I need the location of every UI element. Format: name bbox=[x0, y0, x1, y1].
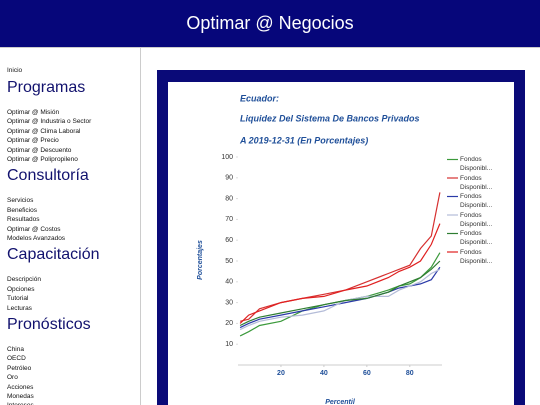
nav-link[interactable]: Resultados bbox=[7, 216, 40, 224]
nav-link[interactable]: Tutorial bbox=[7, 295, 29, 303]
y-tick-label: 20 bbox=[225, 320, 233, 327]
section-heading: Consultoría bbox=[7, 167, 89, 185]
x-tick-label: 80 bbox=[406, 370, 414, 377]
nav-link[interactable]: Optimar @ Polipropileno bbox=[7, 156, 78, 163]
legend-label: Fondos Disponibl... bbox=[460, 230, 493, 246]
x-tick-label: 20 bbox=[277, 370, 285, 377]
series-line bbox=[239, 268, 441, 331]
y-tick-label: 10 bbox=[225, 341, 233, 348]
x-tick-label: 60 bbox=[363, 370, 371, 377]
legend-label: Fondos Disponibl... bbox=[460, 193, 493, 209]
y-axis-label: Porcentajes bbox=[197, 240, 204, 280]
chart-title: A 2019-12-31 (En Porcentajes) bbox=[239, 135, 368, 145]
section-heading: Pronósticos bbox=[7, 316, 91, 333]
y-tick-label: 40 bbox=[225, 279, 233, 286]
nav-link[interactable]: Optimar @ Precio bbox=[7, 137, 59, 145]
sidebar: Inicio Programas Optimar @ Misión Optimar @… bbox=[0, 48, 141, 405]
series-line bbox=[239, 223, 441, 324]
home-link[interactable]: Inicio bbox=[7, 67, 23, 74]
nav-link[interactable]: Optimar @ Descuento bbox=[7, 146, 72, 154]
nav-link[interactable]: Petróleo bbox=[7, 364, 32, 372]
nav-link[interactable]: Optimar @ Industria o Sector bbox=[7, 118, 92, 126]
section-heading: Programas bbox=[7, 79, 86, 96]
chart-panel: Ecuador: Liquidez Del Sistema De Bancos P… bbox=[168, 82, 514, 405]
nav-link[interactable]: Oro bbox=[7, 374, 18, 382]
nav-link[interactable]: Beneficios bbox=[7, 206, 37, 214]
y-tick-label: 30 bbox=[225, 299, 233, 306]
nav-link[interactable]: Lecturas bbox=[7, 304, 32, 312]
chart: Ecuador: Liquidez Del Sistema De Bancos P… bbox=[197, 93, 458, 405]
nav-link[interactable]: Optimar @ Costos bbox=[7, 225, 61, 233]
series-line bbox=[239, 260, 441, 327]
series-line bbox=[239, 266, 441, 329]
nav-link[interactable]: OECD bbox=[7, 355, 26, 363]
chart-title: Ecuador: bbox=[240, 93, 279, 103]
section-heading: Capacitación bbox=[7, 246, 100, 264]
nav-link[interactable]: China bbox=[7, 346, 24, 353]
nav-link[interactable]: Acciones bbox=[7, 383, 34, 391]
legend-label: Fondos Disponibl... bbox=[460, 211, 493, 228]
y-tick-label: 90 bbox=[225, 175, 233, 182]
y-tick-label: 70 bbox=[225, 216, 233, 223]
y-tick-label: 60 bbox=[225, 237, 233, 244]
nav-link[interactable]: Modelos Avanzados bbox=[7, 235, 66, 242]
x-axis-label: Percentil bbox=[325, 399, 356, 405]
chart-title: Liquidez Del Sistema De Bancos Privados bbox=[240, 113, 420, 123]
legend-label: Fondos Disponibl... bbox=[460, 248, 493, 265]
nav-link[interactable]: Monedas bbox=[7, 393, 34, 400]
nav-link[interactable]: Descripción bbox=[7, 276, 41, 284]
y-tick-label: 80 bbox=[225, 195, 233, 202]
y-tick-label: 50 bbox=[225, 258, 233, 265]
nav-link[interactable]: Intereses bbox=[7, 402, 34, 405]
site-title[interactable]: Optimar @ Negocios bbox=[186, 13, 354, 33]
nav-link[interactable]: Optimar @ Misión bbox=[7, 109, 60, 116]
nav-link[interactable]: Servicios bbox=[7, 197, 34, 205]
series-line bbox=[239, 192, 441, 322]
legend-label: Fondos Disponibl... bbox=[460, 156, 493, 172]
header: Optimar @ Negocios bbox=[0, 0, 540, 48]
nav-link[interactable]: Opciones bbox=[7, 285, 35, 293]
x-tick-label: 40 bbox=[320, 370, 328, 377]
legend-label: Fondos Disponibl... bbox=[460, 174, 493, 191]
y-tick-label: 100 bbox=[221, 154, 233, 161]
nav-link[interactable]: Optimar @ Clima Laboral bbox=[7, 127, 81, 135]
